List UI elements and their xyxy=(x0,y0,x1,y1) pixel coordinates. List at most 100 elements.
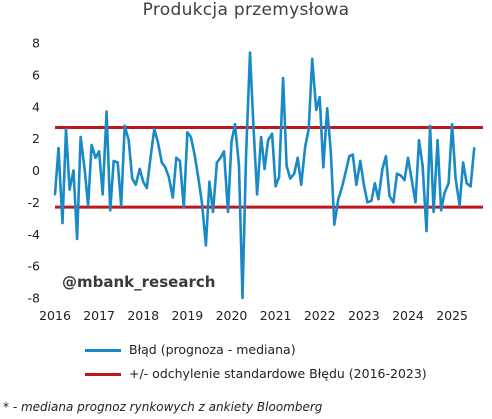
legend-swatch-stddev xyxy=(85,373,121,376)
error-point xyxy=(300,183,303,186)
error-point xyxy=(403,178,406,182)
error-point xyxy=(248,51,252,54)
error-point xyxy=(230,140,233,143)
error-point xyxy=(458,204,461,207)
error-point xyxy=(127,139,130,142)
error-point xyxy=(296,156,299,159)
error-point xyxy=(241,296,244,300)
error-point xyxy=(197,177,200,180)
footnote: * - mediana prognoz rynkowych z ankiety … xyxy=(3,400,323,414)
error-point xyxy=(311,57,314,61)
chart-title: Produkcja przemysłowa xyxy=(142,0,350,20)
error-point xyxy=(263,167,266,171)
error-point xyxy=(72,169,75,172)
error-point xyxy=(131,177,134,180)
error-point xyxy=(473,147,476,150)
error-point xyxy=(171,196,174,199)
error-point xyxy=(285,164,288,167)
error-point xyxy=(362,183,366,186)
error-point xyxy=(142,180,145,183)
error-point xyxy=(160,161,163,164)
x-tick-label: 2016 xyxy=(39,308,71,323)
error-point xyxy=(193,155,197,158)
watermark: @mbank_research xyxy=(62,273,216,291)
error-point xyxy=(406,156,410,159)
x-tick-label: 2025 xyxy=(436,308,468,323)
error-point xyxy=(351,153,354,156)
error-point xyxy=(289,177,292,180)
error-point xyxy=(116,161,119,164)
x-tick-label: 2022 xyxy=(304,308,336,323)
error-point xyxy=(370,199,373,202)
error-point xyxy=(105,110,108,113)
error-point xyxy=(189,135,193,139)
error-point xyxy=(266,139,270,142)
error-point xyxy=(270,132,274,135)
error-point xyxy=(145,186,148,190)
error-point xyxy=(138,167,141,171)
error-point xyxy=(384,155,388,158)
x-tick-label: 2023 xyxy=(348,308,380,323)
y-tick-label: -6 xyxy=(28,259,41,274)
error-point xyxy=(277,175,281,179)
error-point xyxy=(450,123,454,126)
legend-swatch-error xyxy=(85,349,121,352)
error-point xyxy=(410,177,413,180)
x-axis-ticks: 2016 2017 2018 2019 2020 2021 2022 2023 2024 2025 xyxy=(39,308,468,323)
error-point xyxy=(226,210,230,214)
x-tick-label: 2024 xyxy=(392,308,424,323)
y-tick-label: 2 xyxy=(32,131,40,146)
error-point xyxy=(200,201,204,204)
error-point xyxy=(186,131,189,134)
error-point xyxy=(75,237,79,241)
error-point xyxy=(469,185,472,188)
y-tick-label: -2 xyxy=(28,195,40,210)
error-point xyxy=(340,186,343,190)
error-point xyxy=(94,156,97,159)
error-point xyxy=(90,143,93,147)
error-point xyxy=(259,135,263,139)
error-point xyxy=(348,155,351,158)
error-point xyxy=(281,76,285,80)
error-point xyxy=(333,223,336,226)
error-point xyxy=(112,159,115,163)
y-tick-label: 8 xyxy=(32,36,40,51)
error-point xyxy=(149,155,152,158)
error-point xyxy=(315,108,318,112)
error-point xyxy=(344,172,347,175)
error-point xyxy=(425,229,428,233)
error-point xyxy=(428,124,432,128)
error-point xyxy=(211,210,215,214)
x-tick-label: 2018 xyxy=(127,308,159,323)
error-point xyxy=(355,183,358,186)
error-point xyxy=(156,140,159,143)
y-tick-label: 0 xyxy=(32,163,40,178)
error-point xyxy=(439,209,443,212)
error-point xyxy=(208,180,211,183)
error-point xyxy=(304,145,307,148)
error-point xyxy=(337,198,340,201)
error-point xyxy=(421,164,424,167)
error-point xyxy=(255,193,259,196)
x-tick-label: 2021 xyxy=(260,308,292,323)
error-point xyxy=(381,167,384,171)
error-point xyxy=(204,244,208,247)
error-point xyxy=(318,96,321,99)
x-tick-label: 2017 xyxy=(83,308,115,323)
error-point xyxy=(219,156,222,159)
error-line xyxy=(53,51,476,300)
legend-label-stddev: +/- odchylenie standardowe Błędu (2016-2… xyxy=(129,366,427,381)
error-point xyxy=(79,135,82,139)
error-point xyxy=(388,194,391,198)
error-series xyxy=(53,51,476,300)
error-point xyxy=(233,123,237,126)
error-point xyxy=(326,107,329,110)
y-tick-label: -8 xyxy=(28,291,41,306)
error-point xyxy=(465,182,468,185)
error-point xyxy=(244,153,248,156)
y-tick-label: 6 xyxy=(32,67,40,82)
error-point xyxy=(414,201,417,204)
error-point xyxy=(461,161,465,164)
error-point xyxy=(61,221,64,225)
error-point xyxy=(395,172,399,175)
